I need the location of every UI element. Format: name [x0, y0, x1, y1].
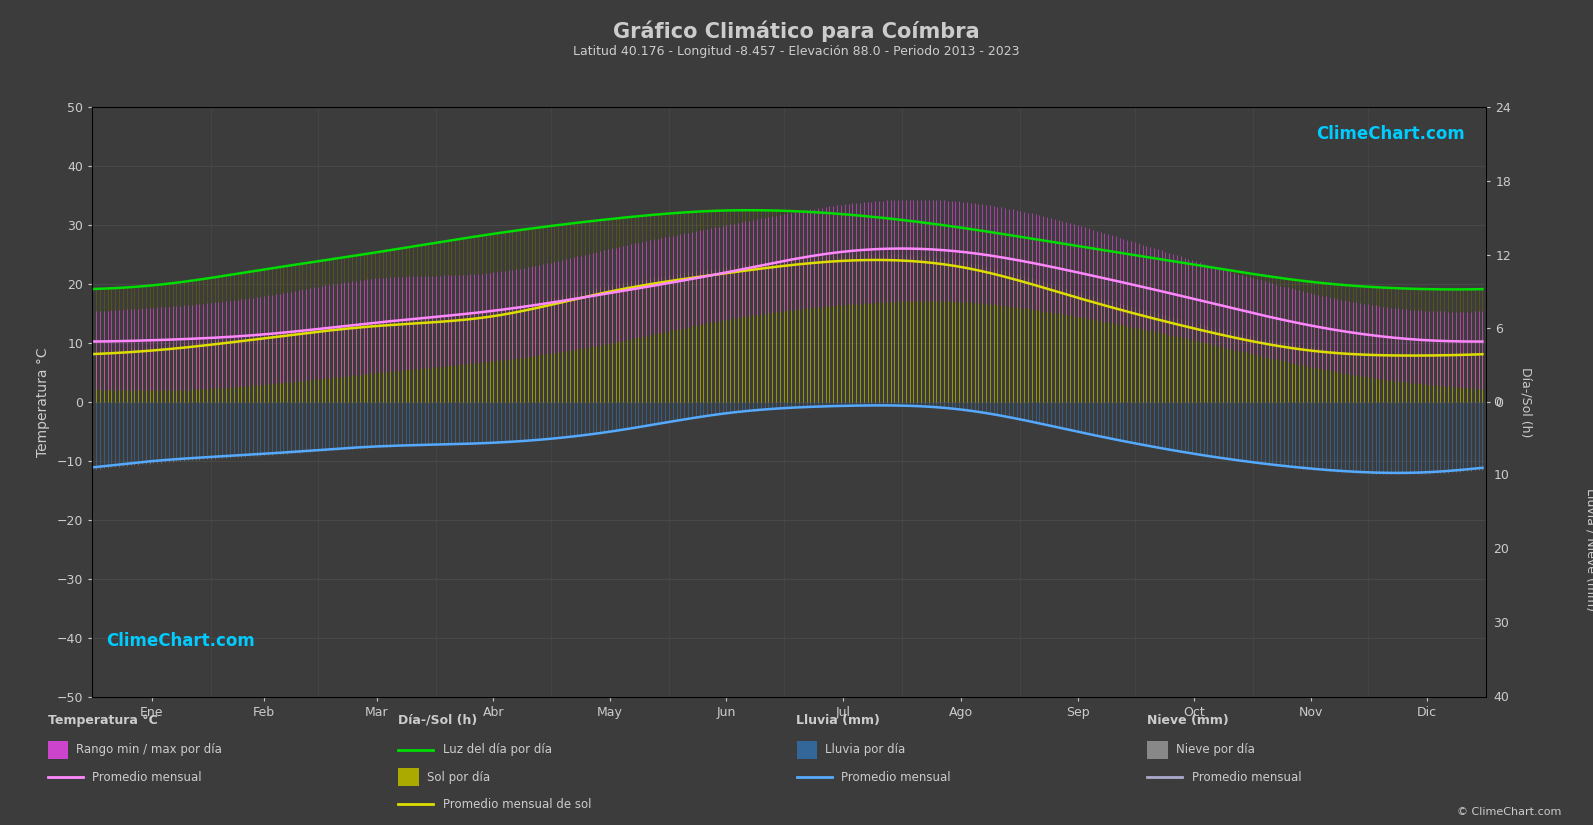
Text: ClimeChart.com: ClimeChart.com [107, 632, 255, 650]
Y-axis label: Día-/Sol (h): Día-/Sol (h) [1520, 367, 1532, 437]
Text: © ClimeChart.com: © ClimeChart.com [1456, 807, 1561, 817]
Text: Día-/Sol (h): Día-/Sol (h) [398, 714, 478, 727]
Text: Nieve por día: Nieve por día [1176, 743, 1255, 757]
Text: 30: 30 [1493, 617, 1509, 630]
Y-axis label: Temperatura °C: Temperatura °C [37, 347, 49, 457]
Text: Promedio mensual: Promedio mensual [1192, 771, 1301, 784]
Text: Lluvia / Nieve (mm): Lluvia / Nieve (mm) [1585, 488, 1593, 611]
Text: Luz del día por día: Luz del día por día [443, 743, 551, 757]
Text: 10: 10 [1493, 469, 1509, 483]
Text: Latitud 40.176 - Longitud -8.457 - Elevación 88.0 - Periodo 2013 - 2023: Latitud 40.176 - Longitud -8.457 - Eleva… [573, 45, 1020, 59]
Text: Rango min / max por día: Rango min / max por día [76, 743, 223, 757]
Text: Promedio mensual de sol: Promedio mensual de sol [443, 798, 591, 811]
Text: Sol por día: Sol por día [427, 771, 491, 784]
Text: Promedio mensual: Promedio mensual [841, 771, 951, 784]
Text: Gráfico Climático para Coímbra: Gráfico Climático para Coímbra [613, 21, 980, 42]
Text: Nieve (mm): Nieve (mm) [1147, 714, 1228, 727]
Text: 0: 0 [1493, 396, 1501, 408]
Text: Temperatura °C: Temperatura °C [48, 714, 158, 727]
Text: 40: 40 [1493, 691, 1509, 704]
Text: ClimeChart.com: ClimeChart.com [1316, 125, 1466, 143]
Text: Promedio mensual: Promedio mensual [92, 771, 202, 784]
Text: Lluvia por día: Lluvia por día [825, 743, 905, 757]
Text: 20: 20 [1493, 543, 1509, 556]
Text: Lluvia (mm): Lluvia (mm) [796, 714, 881, 727]
